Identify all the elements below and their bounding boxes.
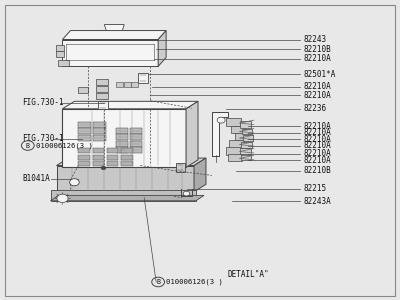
- Polygon shape: [132, 82, 138, 87]
- Polygon shape: [107, 148, 118, 153]
- Polygon shape: [116, 147, 128, 153]
- Polygon shape: [194, 158, 206, 192]
- Polygon shape: [96, 86, 108, 92]
- Polygon shape: [104, 25, 124, 31]
- Polygon shape: [62, 40, 158, 66]
- Text: 82236: 82236: [304, 104, 327, 113]
- Polygon shape: [241, 155, 251, 161]
- Circle shape: [101, 166, 106, 170]
- Polygon shape: [62, 31, 166, 40]
- Polygon shape: [96, 93, 108, 99]
- Text: 82210A: 82210A: [304, 141, 331, 150]
- Polygon shape: [130, 134, 142, 140]
- Polygon shape: [93, 128, 106, 134]
- Text: 82243A: 82243A: [304, 197, 331, 206]
- Polygon shape: [93, 135, 106, 141]
- Polygon shape: [242, 142, 252, 148]
- Polygon shape: [229, 140, 244, 148]
- Text: FIG.730-1: FIG.730-1: [23, 134, 64, 143]
- Circle shape: [183, 191, 190, 196]
- Text: 82210A: 82210A: [304, 128, 331, 137]
- Polygon shape: [56, 46, 64, 52]
- Polygon shape: [124, 82, 131, 87]
- Circle shape: [57, 194, 68, 202]
- Polygon shape: [78, 87, 88, 93]
- Text: DETAIL"A": DETAIL"A": [227, 270, 269, 279]
- Circle shape: [70, 179, 79, 186]
- Text: 82210A: 82210A: [304, 156, 331, 165]
- Polygon shape: [98, 101, 108, 110]
- Polygon shape: [78, 148, 90, 153]
- Polygon shape: [78, 135, 91, 141]
- Polygon shape: [78, 122, 91, 128]
- Polygon shape: [242, 128, 252, 134]
- Polygon shape: [228, 154, 242, 161]
- Polygon shape: [62, 101, 198, 109]
- Polygon shape: [243, 135, 253, 141]
- Text: 82210A: 82210A: [304, 149, 331, 158]
- Text: 82243: 82243: [304, 35, 327, 44]
- Polygon shape: [158, 31, 166, 66]
- Text: 82210A: 82210A: [304, 54, 331, 63]
- Text: 010006126(3 ): 010006126(3 ): [36, 142, 93, 149]
- Text: B: B: [156, 279, 160, 285]
- Polygon shape: [93, 148, 104, 153]
- Polygon shape: [116, 141, 128, 147]
- Polygon shape: [56, 166, 194, 192]
- Polygon shape: [56, 158, 206, 166]
- Text: 82210B: 82210B: [304, 167, 331, 176]
- Polygon shape: [176, 163, 185, 172]
- Polygon shape: [186, 101, 198, 167]
- Polygon shape: [226, 118, 241, 126]
- Polygon shape: [93, 155, 104, 160]
- Polygon shape: [96, 79, 108, 85]
- Polygon shape: [122, 155, 133, 160]
- Polygon shape: [130, 128, 142, 134]
- Polygon shape: [116, 82, 123, 87]
- Text: 82215: 82215: [304, 184, 327, 193]
- Text: 82210A: 82210A: [304, 82, 331, 91]
- Polygon shape: [107, 161, 118, 166]
- Polygon shape: [62, 109, 186, 167]
- Text: B: B: [26, 142, 30, 148]
- Polygon shape: [50, 195, 204, 201]
- Polygon shape: [93, 161, 104, 166]
- Polygon shape: [93, 122, 106, 128]
- Polygon shape: [226, 147, 242, 155]
- Text: FIG.730-1: FIG.730-1: [23, 98, 64, 107]
- Text: 82210A: 82210A: [304, 122, 331, 130]
- Polygon shape: [122, 148, 133, 153]
- Text: 010006126(3 ): 010006126(3 ): [166, 279, 223, 285]
- Text: 82210B: 82210B: [304, 45, 331, 54]
- Polygon shape: [116, 128, 128, 134]
- Polygon shape: [56, 52, 64, 57]
- Polygon shape: [240, 148, 251, 154]
- Polygon shape: [78, 161, 90, 166]
- Polygon shape: [107, 155, 118, 160]
- Polygon shape: [122, 161, 133, 166]
- Polygon shape: [50, 190, 196, 201]
- Text: B1041A: B1041A: [23, 175, 50, 184]
- Polygon shape: [116, 134, 128, 140]
- Polygon shape: [240, 121, 251, 128]
- Text: 82210A: 82210A: [304, 91, 331, 100]
- Polygon shape: [130, 141, 142, 147]
- Polygon shape: [212, 112, 228, 156]
- Polygon shape: [235, 133, 248, 140]
- Text: 82210A: 82210A: [304, 135, 331, 144]
- Circle shape: [217, 117, 225, 123]
- Text: 82501*A: 82501*A: [304, 70, 336, 79]
- Polygon shape: [130, 147, 142, 153]
- Polygon shape: [58, 60, 69, 66]
- Polygon shape: [78, 155, 90, 160]
- Polygon shape: [231, 125, 245, 133]
- Polygon shape: [138, 73, 148, 83]
- Polygon shape: [78, 128, 91, 134]
